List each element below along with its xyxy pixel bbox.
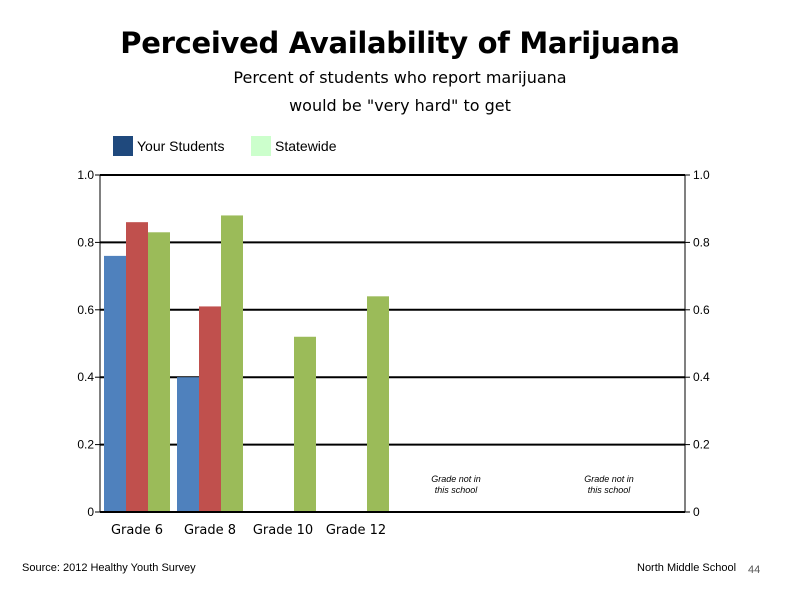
bar-s0-c0 — [104, 255, 126, 512]
annotation-1-line-0: Grade not in — [584, 474, 634, 484]
y-tick-label-left-2: 0.4 — [77, 370, 94, 384]
page-number: 44 — [748, 564, 761, 576]
y-tick-label-right-3: 0.6 — [693, 303, 710, 317]
chart-subtitle-line-2: would be "very hard" to get — [289, 96, 511, 115]
legend-label-your-students: Your Students — [137, 138, 225, 154]
y-tick-label-right-4: 0.8 — [693, 235, 710, 249]
y-tick-label-right-0: 0 — [693, 505, 700, 519]
x-tick-label-1: Grade 8 — [184, 523, 236, 538]
legend-item-your-students: Your Students — [113, 136, 224, 156]
y-tick-label-left-1: 0.2 — [77, 438, 94, 452]
annotation-0-line-1: this school — [435, 485, 479, 495]
bar-s2-c3 — [367, 296, 389, 512]
y-tick-label-right-5: 1.0 — [693, 168, 710, 182]
y-tick-label-left-3: 0.6 — [77, 303, 94, 317]
source-note: Source: 2012 Healthy Youth Survey — [22, 562, 196, 574]
x-tick-label-2: Grade 10 — [253, 523, 313, 538]
x-tick-label-3: Grade 12 — [326, 523, 386, 538]
bar-s2-c2 — [294, 336, 316, 512]
legend-swatch-your-students — [113, 136, 133, 156]
x-tick-label-0: Grade 6 — [111, 523, 163, 538]
y-tick-label-right-1: 0.2 — [693, 438, 710, 452]
y-tick-label-left-0: 0 — [87, 505, 94, 519]
legend-item-statewide: Statewide — [251, 136, 336, 156]
chart-title: Perceived Availability of Marijuana — [120, 26, 680, 60]
chart-subtitle-line-1: Percent of students who report marijuana — [233, 68, 567, 87]
bar-s1-c1 — [199, 306, 221, 512]
y-tick-label-left-4: 0.8 — [77, 235, 94, 249]
school-name: North Middle School — [637, 562, 737, 574]
annotation-0-line-0: Grade not in — [431, 474, 481, 484]
bar-s1-c0 — [126, 222, 148, 512]
bar-s0-c1 — [177, 377, 199, 512]
y-tick-label-right-2: 0.4 — [693, 370, 710, 384]
annotation-1-line-1: this school — [588, 485, 632, 495]
bar-s2-c0 — [148, 232, 170, 513]
legend-label-statewide: Statewide — [275, 138, 337, 154]
legend-swatch-statewide — [251, 136, 271, 156]
y-tick-label-left-5: 1.0 — [77, 168, 94, 182]
bar-s2-c1 — [221, 215, 243, 512]
